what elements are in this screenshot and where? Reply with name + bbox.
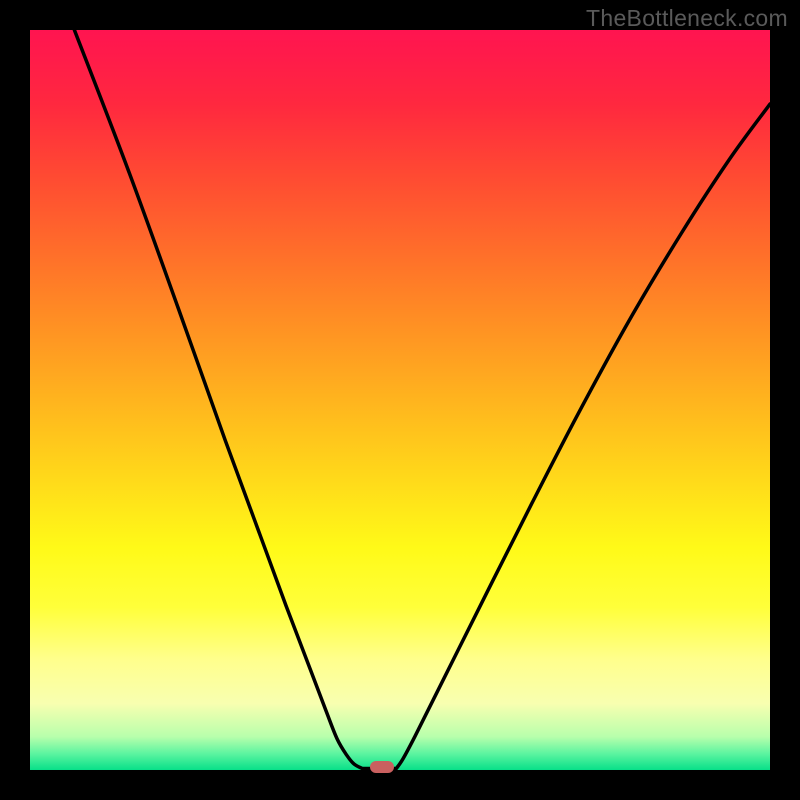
plot-area [30, 30, 770, 770]
watermark-text: TheBottleneck.com [586, 5, 788, 32]
optimal-point-marker [370, 761, 394, 773]
bottleneck-curve [30, 30, 770, 770]
